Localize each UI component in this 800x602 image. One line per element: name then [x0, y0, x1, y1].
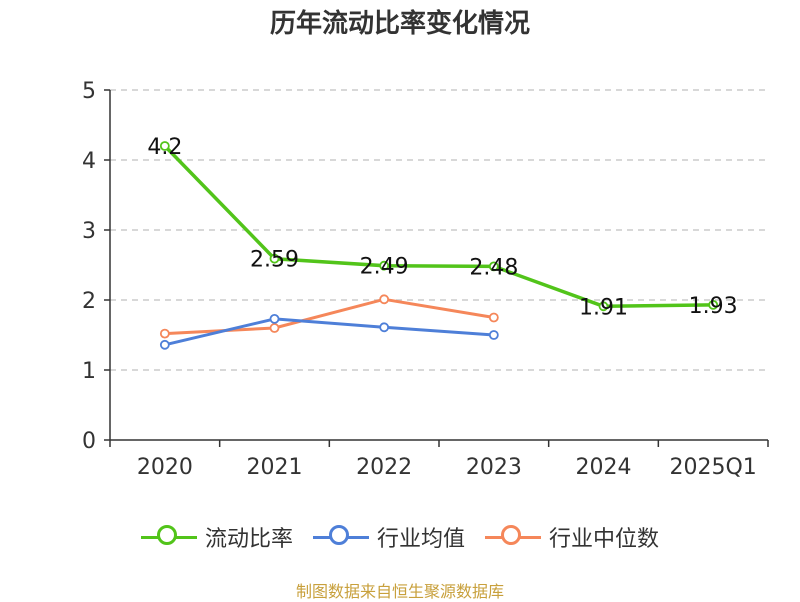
legend-label: 行业中位数	[549, 527, 660, 552]
series-line	[163, 144, 714, 309]
data-point	[269, 253, 280, 264]
series-line	[164, 297, 495, 336]
data-point	[708, 299, 719, 310]
y-tick-label: 4	[82, 149, 96, 174]
data-point	[379, 294, 390, 305]
data-label: 2.49	[360, 255, 409, 280]
data-point	[379, 322, 390, 333]
legend-item[interactable]: 行业中位数	[485, 521, 659, 553]
data-point	[488, 261, 499, 272]
x-tick-label: 2021	[247, 455, 303, 480]
data-point	[488, 330, 499, 340]
legend-swatch	[140, 524, 197, 550]
data-label: 2.59	[250, 248, 299, 273]
legend-item[interactable]: 流动比率	[140, 521, 293, 553]
x-tick-label: 2024	[576, 455, 632, 480]
legend-swatch	[485, 524, 541, 550]
data-point	[269, 313, 280, 324]
x-tick-label: 2020	[137, 455, 193, 480]
x-tick-label: 2022	[356, 455, 412, 480]
data-point	[488, 312, 499, 323]
data-label: 2.48	[469, 255, 518, 280]
legend-label: 流动比率	[204, 527, 293, 552]
data-labels: 4.2 2.59 2.49 2.48 1.91 1.93	[147, 135, 737, 320]
y-tick-label: 3	[82, 219, 96, 244]
legend-item[interactable]: 行业均值	[312, 521, 465, 553]
legend: 流动比率 行业均值 行业中位数	[0, 517, 800, 557]
axes: 0 1 2 3 4 5 2020 2021 2022 2023 2024 2025Q1	[82, 79, 769, 480]
legend-label: 行业均值	[376, 527, 465, 552]
y-tick-label: 5	[82, 79, 96, 104]
data-point	[159, 328, 170, 339]
data-label: 4.2	[147, 135, 182, 160]
data-point	[269, 323, 280, 333]
series-lines	[159, 141, 719, 350]
data-point	[379, 260, 390, 271]
y-tick-label: 2	[82, 289, 96, 314]
data-point	[159, 141, 170, 151]
data-label: 1.93	[689, 294, 738, 319]
source-note: 制图数据来自恒生聚源数据库	[295, 582, 504, 601]
data-label: 1.91	[579, 295, 628, 320]
legend-swatch	[312, 524, 369, 550]
data-point	[598, 301, 609, 312]
data-point	[159, 339, 170, 350]
x-tick-label: 2023	[466, 455, 522, 480]
y-tick-label: 0	[82, 429, 96, 454]
grid-lines	[110, 89, 768, 371]
y-tick-label: 1	[82, 359, 96, 384]
chart-title: 历年流动比率变化情况	[269, 9, 530, 39]
series-line	[164, 317, 494, 347]
x-tick-label: 2025Q1	[670, 455, 757, 480]
